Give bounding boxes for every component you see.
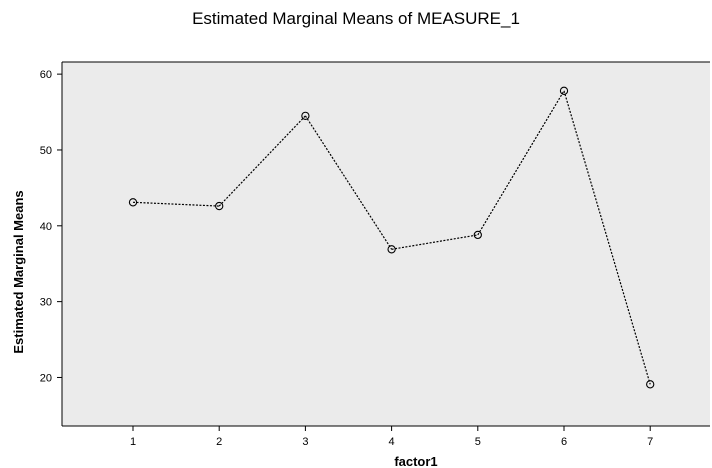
x-tick-label: 3 (302, 436, 308, 448)
y-tick-label: 50 (40, 145, 52, 157)
x-tick-label: 2 (216, 436, 222, 448)
data-point (301, 111, 310, 120)
chart-title: Estimated Marginal Means of MEASURE_1 (192, 9, 520, 28)
plot-area (62, 62, 710, 426)
x-axis-title: factor1 (394, 454, 437, 468)
x-tick-label: 7 (647, 436, 653, 448)
data-point (215, 201, 224, 211)
x-tick-label: 4 (389, 436, 395, 448)
y-axis-title: Estimated Marginal Means (11, 190, 26, 353)
series-line-segment (391, 234, 478, 250)
data-point (559, 86, 569, 95)
data-point (646, 380, 655, 389)
y-tick-label: 20 (40, 372, 52, 384)
x-tick-label: 1 (130, 436, 136, 448)
data-point (387, 245, 396, 254)
y-tick-label: 30 (40, 297, 52, 309)
series-line-segment (132, 201, 220, 207)
y-tick-label: 40 (40, 221, 52, 233)
series-line-segment (563, 90, 651, 385)
data-point (473, 230, 482, 240)
series-line-segment (304, 115, 393, 250)
data-point (128, 198, 138, 207)
y-tick-label: 60 (40, 69, 52, 81)
x-tick-label: 5 (475, 436, 481, 448)
x-tick-label: 6 (561, 436, 567, 448)
